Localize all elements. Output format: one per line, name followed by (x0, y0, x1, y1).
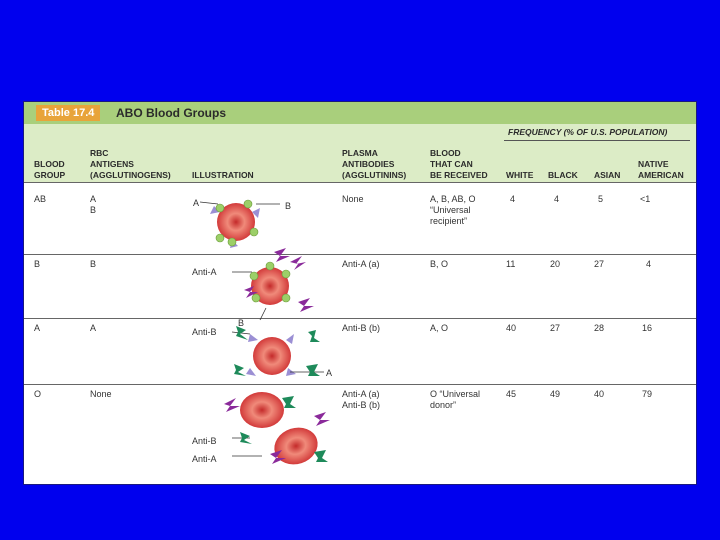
cell-antigens: A B (90, 194, 97, 215)
anti-b-antibody-icon (240, 396, 328, 462)
cell-black: 49 (550, 389, 561, 399)
col-illustration: ILLUSTRATION (192, 170, 254, 180)
cell-antigens: A (90, 323, 97, 333)
cell-black: 27 (550, 323, 561, 333)
cell-antigens: None (90, 389, 112, 399)
cell-white: 4 (510, 194, 516, 204)
frequency-header: FREQUENCY (% OF U.S. POPULATION) (508, 127, 668, 137)
type-ab-red-cell (199, 199, 280, 248)
cell-native: <1 (640, 194, 651, 204)
table-number: Table 17.4 (36, 105, 101, 121)
cell-received: B, O (430, 259, 449, 269)
table-header: FREQUENCY (% OF U.S. POPULATION) BLOOD G… (24, 124, 696, 182)
cell-antibodies: Anti-B (b) (342, 323, 381, 333)
cell-antigens: B (90, 259, 97, 269)
table-title: ABO Blood Groups (116, 106, 226, 120)
blood-cell-illustration: A B Anti-A B (192, 198, 332, 465)
table-title-bar: Table 17.4 ABO Blood Groups (24, 102, 696, 124)
o-anti-a-label: Anti-A (192, 454, 217, 464)
cell-black: 4 (554, 194, 560, 204)
cell-black: 20 (550, 259, 561, 269)
type-a-red-cell (231, 331, 324, 376)
col-blood-group: BLOOD GROUP (34, 159, 66, 180)
cell-asian: 27 (594, 259, 605, 269)
o-anti-b-label: Anti-B (192, 436, 217, 446)
row-divider (24, 254, 696, 255)
cell-asian: 5 (598, 194, 604, 204)
cell-antibodies: None (342, 194, 364, 204)
col-asian: ASIAN (594, 170, 621, 180)
row-divider (24, 318, 696, 319)
abo-table-panel: Table 17.4 ABO Blood Groups FREQUENCY (%… (24, 102, 696, 484)
cell-received: O “Universal donor” (430, 389, 481, 410)
cell-white: 40 (506, 323, 517, 333)
b-anti-a-label: Anti-A (192, 267, 217, 277)
cell-native: 79 (642, 389, 653, 399)
ab-antigen-a-label: A (193, 198, 199, 208)
anti-b-antibody-icon (234, 326, 320, 376)
cell-group: O (34, 389, 42, 399)
a-anti-b-label: Anti-B (192, 327, 217, 337)
col-rbc-antigens: RBC ANTIGENS (AGGLUTINOGENS) (90, 148, 171, 180)
a-antigen-label: A (326, 368, 332, 378)
col-white: WHITE (506, 170, 534, 180)
anti-a-antibody-icon (244, 248, 314, 312)
cell-asian: 40 (594, 389, 605, 399)
col-black: BLACK (548, 170, 578, 180)
type-o-red-cells (232, 392, 318, 465)
col-plasma-antibodies: PLASMA ANTIBODIES (AGGLUTININS) (342, 148, 407, 180)
cell-native: 4 (646, 259, 652, 269)
cell-asian: 28 (594, 323, 605, 333)
cell-received: A, B, AB, O “Universal recipient” (430, 194, 476, 226)
anti-a-antibody-icon (224, 398, 330, 464)
cell-received: A, O (430, 323, 449, 333)
cell-antibodies: Anti-A (a) (342, 259, 380, 269)
header-rule (24, 182, 696, 183)
ab-antigen-b-label: B (285, 201, 291, 211)
cell-antibodies: Anti-A (a) Anti-B (b) (342, 389, 381, 410)
col-blood-received: BLOOD THAT CAN BE RECEIVED (430, 148, 488, 180)
cell-white: 45 (506, 389, 517, 399)
cell-group: AB (34, 194, 47, 204)
b-antigen-label: B (238, 318, 244, 328)
row-divider (24, 384, 696, 385)
cell-native: 16 (642, 323, 653, 333)
cell-group: A (34, 323, 41, 333)
type-b-red-cell (232, 261, 291, 321)
cell-group: B (34, 259, 41, 269)
col-native-american: NATIVE AMERICAN (638, 159, 684, 180)
frequency-rule (504, 140, 690, 141)
cell-white: 11 (506, 259, 516, 269)
